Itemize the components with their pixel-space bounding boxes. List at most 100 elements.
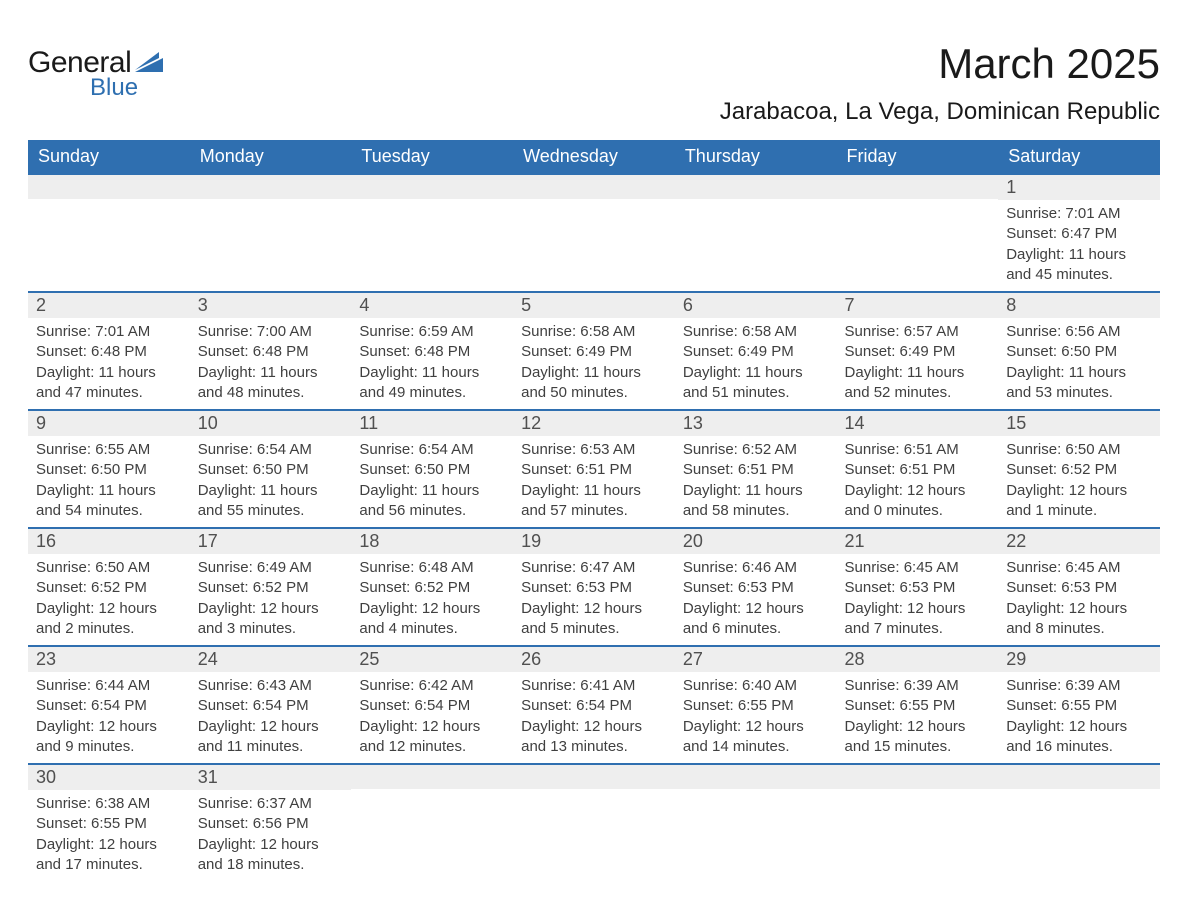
day-detail: Sunrise: 6:50 AMSunset: 6:52 PMDaylight:… <box>28 554 190 645</box>
calendar-day-cell: 12Sunrise: 6:53 AMSunset: 6:51 PMDayligh… <box>513 410 675 528</box>
day-number <box>513 175 675 199</box>
sunrise-line: Sunrise: 6:51 AM <box>845 440 991 460</box>
day-detail <box>513 199 675 269</box>
day-detail: Sunrise: 6:54 AMSunset: 6:50 PMDaylight:… <box>351 436 513 527</box>
day-detail: Sunrise: 6:47 AMSunset: 6:53 PMDaylight:… <box>513 554 675 645</box>
day-number: 3 <box>190 293 352 318</box>
calendar-day-cell: 25Sunrise: 6:42 AMSunset: 6:54 PMDayligh… <box>351 646 513 764</box>
calendar-day-cell: 1Sunrise: 7:01 AMSunset: 6:47 PMDaylight… <box>998 174 1160 292</box>
weekday-header-row: SundayMondayTuesdayWednesdayThursdayFrid… <box>28 140 1160 174</box>
calendar-week-row: 1Sunrise: 7:01 AMSunset: 6:47 PMDaylight… <box>28 174 1160 292</box>
calendar-day-cell: 8Sunrise: 6:56 AMSunset: 6:50 PMDaylight… <box>998 292 1160 410</box>
calendar-day-cell: 3Sunrise: 7:00 AMSunset: 6:48 PMDaylight… <box>190 292 352 410</box>
calendar-week-row: 9Sunrise: 6:55 AMSunset: 6:50 PMDaylight… <box>28 410 1160 528</box>
day-detail: Sunrise: 7:01 AMSunset: 6:48 PMDaylight:… <box>28 318 190 409</box>
day-number: 7 <box>837 293 999 318</box>
sunrise-line: Sunrise: 6:57 AM <box>845 322 991 342</box>
day-number: 6 <box>675 293 837 318</box>
sunset-line: Sunset: 6:47 PM <box>1006 224 1152 244</box>
daylight-line: Daylight: 12 hours and 16 minutes. <box>1006 717 1152 758</box>
day-detail: Sunrise: 6:51 AMSunset: 6:51 PMDaylight:… <box>837 436 999 527</box>
calendar-day-cell: 10Sunrise: 6:54 AMSunset: 6:50 PMDayligh… <box>190 410 352 528</box>
calendar-week-row: 30Sunrise: 6:38 AMSunset: 6:55 PMDayligh… <box>28 764 1160 881</box>
day-detail <box>513 789 675 859</box>
logo: General Blue <box>28 46 169 102</box>
sunset-line: Sunset: 6:50 PM <box>198 460 344 480</box>
sunrise-line: Sunrise: 6:50 AM <box>36 558 182 578</box>
day-number: 24 <box>190 647 352 672</box>
calendar-day-cell: 31 Sunrise: 6:37 AMSunset: 6:56 PMDayligh… <box>190 764 352 881</box>
day-number: 29 <box>998 647 1160 672</box>
calendar-day-cell: 15Sunrise: 6:50 AMSunset: 6:52 PMDayligh… <box>998 410 1160 528</box>
calendar-day-cell: 9Sunrise: 6:55 AMSunset: 6:50 PMDaylight… <box>28 410 190 528</box>
day-detail: Sunrise: 7:01 AMSunset: 6:47 PMDaylight:… <box>998 200 1160 291</box>
sunrise-line: Sunrise: 6:39 AM <box>1006 676 1152 696</box>
day-detail <box>675 199 837 269</box>
daylight-line: Daylight: 12 hours and 0 minutes. <box>845 481 991 522</box>
day-detail: Sunrise: 6:56 AMSunset: 6:50 PMDaylight:… <box>998 318 1160 409</box>
day-number: 31 <box>190 765 352 790</box>
day-number: 18 <box>351 529 513 554</box>
calendar-empty-cell <box>190 174 352 292</box>
sunset-line: Sunset: 6:50 PM <box>1006 342 1152 362</box>
sunset-line: Sunset: 6:51 PM <box>683 460 829 480</box>
day-number: 13 <box>675 411 837 436</box>
daylight-line: Daylight: 12 hours and 1 minute. <box>1006 481 1152 522</box>
calendar-empty-cell <box>351 764 513 881</box>
calendar-empty-cell <box>837 174 999 292</box>
day-number <box>351 175 513 199</box>
calendar-day-cell: 26Sunrise: 6:41 AMSunset: 6:54 PMDayligh… <box>513 646 675 764</box>
calendar-week-row: 2Sunrise: 7:01 AMSunset: 6:48 PMDaylight… <box>28 292 1160 410</box>
day-detail: Sunrise: 6:42 AMSunset: 6:54 PMDaylight:… <box>351 672 513 763</box>
sunset-line: Sunset: 6:55 PM <box>1006 696 1152 716</box>
location-subtitle: Jarabacoa, La Vega, Dominican Republic <box>720 98 1160 126</box>
sunrise-line: Sunrise: 6:54 AM <box>359 440 505 460</box>
calendar-day-cell: 18Sunrise: 6:48 AMSunset: 6:52 PMDayligh… <box>351 528 513 646</box>
sunset-line: Sunset: 6:52 PM <box>359 578 505 598</box>
sunrise-line: Sunrise: 6:46 AM <box>683 558 829 578</box>
weekday-header: Monday <box>190 140 352 174</box>
day-number: 20 <box>675 529 837 554</box>
calendar-day-cell: 24Sunrise: 6:43 AMSunset: 6:54 PMDayligh… <box>190 646 352 764</box>
day-number <box>837 175 999 199</box>
day-detail: Sunrise: 6:39 AMSunset: 6:55 PMDaylight:… <box>998 672 1160 763</box>
daylight-line: Daylight: 12 hours and 18 minutes. <box>198 835 344 876</box>
day-detail: Sunrise: 6:44 AMSunset: 6:54 PMDaylight:… <box>28 672 190 763</box>
sunset-line: Sunset: 6:53 PM <box>845 578 991 598</box>
day-detail <box>28 199 190 269</box>
day-number <box>675 175 837 199</box>
daylight-line: Daylight: 11 hours and 54 minutes. <box>36 481 182 522</box>
day-number: 4 <box>351 293 513 318</box>
calendar-empty-cell <box>513 174 675 292</box>
day-number <box>998 765 1160 789</box>
sunrise-line: Sunrise: 6:41 AM <box>521 676 667 696</box>
sunrise-line: Sunrise: 6:37 AM <box>198 794 344 814</box>
sunset-line: Sunset: 6:54 PM <box>359 696 505 716</box>
calendar-day-cell: 28Sunrise: 6:39 AMSunset: 6:55 PMDayligh… <box>837 646 999 764</box>
sunrise-line: Sunrise: 6:45 AM <box>845 558 991 578</box>
weekday-header: Saturday <box>998 140 1160 174</box>
weekday-header: Thursday <box>675 140 837 174</box>
calendar-day-cell: 30Sunrise: 6:38 AMSunset: 6:55 PMDayligh… <box>28 764 190 881</box>
daylight-line: Daylight: 12 hours and 17 minutes. <box>36 835 182 876</box>
sunrise-line: Sunrise: 6:47 AM <box>521 558 667 578</box>
calendar-day-cell: 13Sunrise: 6:52 AMSunset: 6:51 PMDayligh… <box>675 410 837 528</box>
daylight-line: Daylight: 11 hours and 52 minutes. <box>845 363 991 404</box>
sunset-line: Sunset: 6:51 PM <box>845 460 991 480</box>
daylight-line: Daylight: 12 hours and 7 minutes. <box>845 599 991 640</box>
day-detail <box>351 199 513 269</box>
day-number: 21 <box>837 529 999 554</box>
day-number: 16 <box>28 529 190 554</box>
day-number: 5 <box>513 293 675 318</box>
sunrise-line: Sunrise: 7:01 AM <box>1006 204 1152 224</box>
daylight-line: Daylight: 11 hours and 55 minutes. <box>198 481 344 522</box>
daylight-line: Daylight: 12 hours and 14 minutes. <box>683 717 829 758</box>
day-detail: Sunrise: 6:48 AMSunset: 6:52 PMDaylight:… <box>351 554 513 645</box>
calendar-empty-cell <box>28 174 190 292</box>
sunrise-line: Sunrise: 6:56 AM <box>1006 322 1152 342</box>
sunrise-line: Sunrise: 6:54 AM <box>198 440 344 460</box>
sunrise-line: Sunrise: 6:58 AM <box>521 322 667 342</box>
sunset-line: Sunset: 6:53 PM <box>683 578 829 598</box>
sunset-line: Sunset: 6:56 PM <box>198 814 344 834</box>
daylight-line: Daylight: 12 hours and 4 minutes. <box>359 599 505 640</box>
